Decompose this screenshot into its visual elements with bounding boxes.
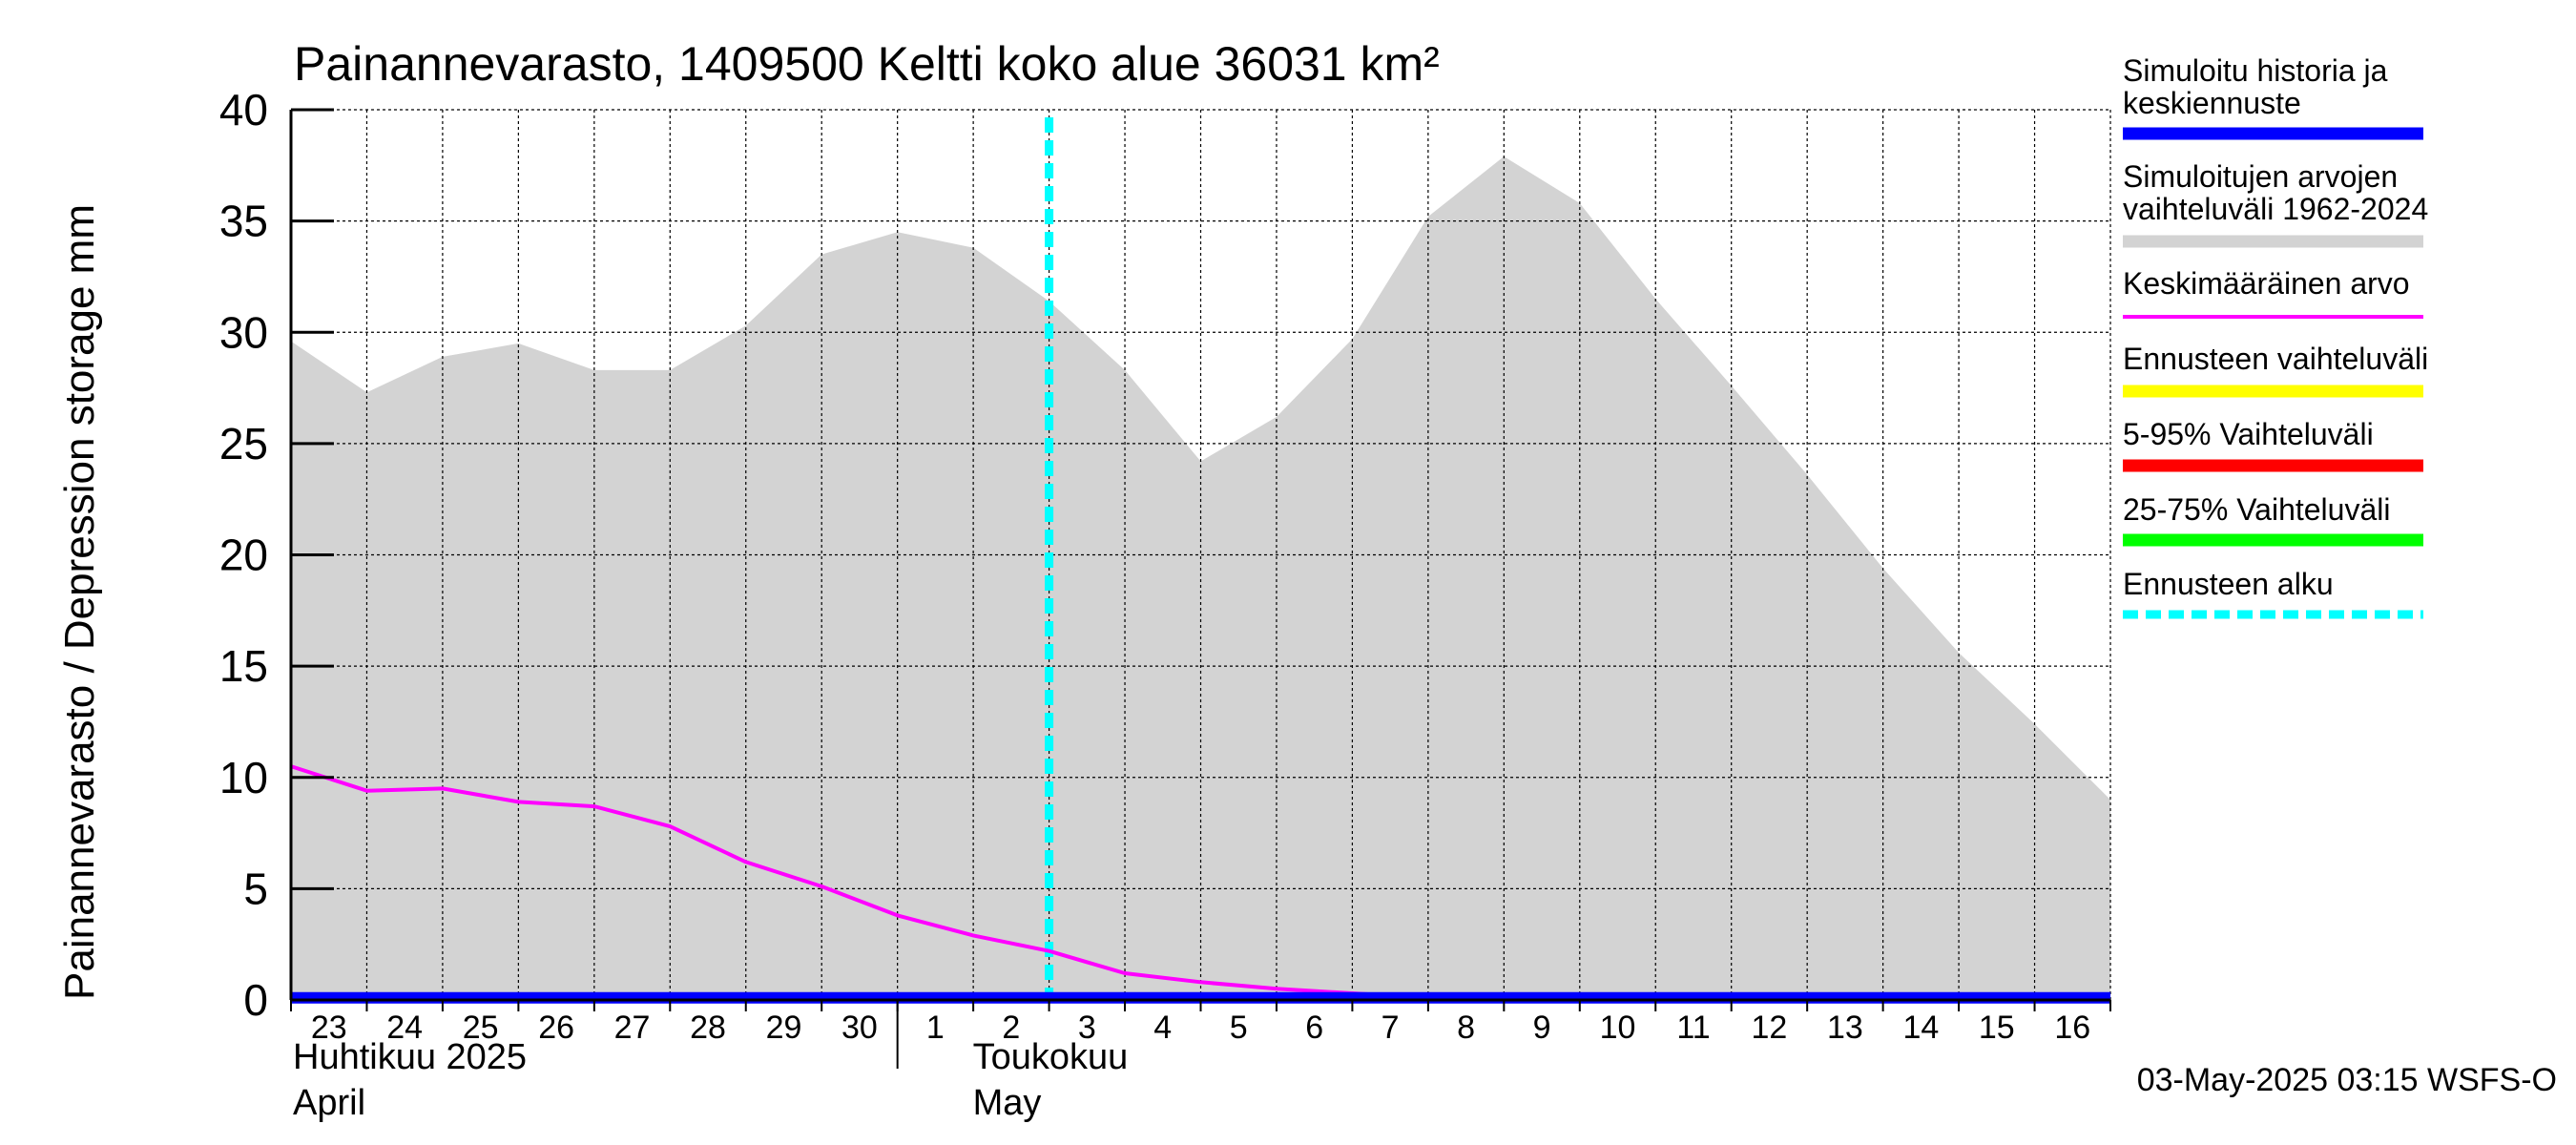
legend-label: Ennusteen vaihteluväli — [2123, 342, 2428, 376]
x-tick-label: 29 — [766, 1010, 802, 1046]
y-tick-label: 40 — [219, 85, 268, 135]
x-tick-label: 2 — [1002, 1010, 1020, 1046]
x-tick-label: 28 — [690, 1010, 726, 1046]
y-tick-label: 0 — [243, 975, 268, 1025]
y-tick-label: 30 — [219, 307, 268, 357]
legend-label: 25-75% Vaihteluväli — [2123, 492, 2390, 527]
x-tick-label: 1 — [926, 1010, 945, 1046]
x-tick-label: 15 — [1979, 1010, 2015, 1046]
x-tick-label: 24 — [386, 1010, 423, 1046]
x-tick-label: 13 — [1827, 1010, 1863, 1046]
x-tick-label: 30 — [841, 1010, 878, 1046]
x-tick-label: 11 — [1676, 1010, 1710, 1046]
y-tick-label: 10 — [219, 753, 268, 802]
x-tick-label: 4 — [1153, 1010, 1172, 1046]
y-tick-label: 35 — [219, 197, 268, 246]
y-axis-label: Painannevarasto / Depression storage mm — [56, 204, 103, 1000]
legend-label: Keskimääräinen arvo — [2123, 266, 2410, 301]
chart-title: Painannevarasto, 1409500 Keltti koko alu… — [294, 37, 1440, 91]
x-tick-label: 10 — [1600, 1010, 1636, 1046]
y-tick-label: 20 — [219, 531, 268, 580]
y-tick-label: 25 — [219, 419, 268, 468]
x-tick-label: 25 — [463, 1010, 499, 1046]
y-tick-label: 5 — [243, 864, 268, 913]
month-label-fi: Toukokuu — [973, 1037, 1129, 1077]
legend-label: 5-95% Vaihteluväli — [2123, 417, 2374, 451]
footer-timestamp: 03-May-2025 03:15 WSFS-O — [2137, 1062, 2557, 1098]
month-label-en: April — [293, 1083, 365, 1123]
x-tick-label: 14 — [1902, 1010, 1939, 1046]
legend-label: Simuloitu historia ja — [2123, 53, 2388, 88]
x-tick-label: 7 — [1381, 1010, 1400, 1046]
x-tick-label: 8 — [1457, 1010, 1475, 1046]
x-tick-label: 9 — [1533, 1010, 1551, 1046]
legend-label: Simuloitujen arvojen — [2123, 159, 2398, 194]
x-tick-label: 5 — [1230, 1010, 1248, 1046]
x-tick-label: 16 — [2054, 1010, 2090, 1046]
x-tick-label: 27 — [614, 1010, 651, 1046]
x-tick-label: 6 — [1305, 1010, 1323, 1046]
legend-label: Ennusteen alku — [2123, 567, 2334, 601]
x-tick-label: 12 — [1752, 1010, 1788, 1046]
legend-label: vaihteluväli 1962-2024 — [2123, 192, 2428, 226]
month-label-en: May — [973, 1083, 1042, 1123]
x-tick-label: 26 — [538, 1010, 574, 1046]
y-tick-label: 15 — [219, 641, 268, 691]
x-tick-label: 23 — [311, 1010, 347, 1046]
month-label-fi: Huhtikuu 2025 — [293, 1037, 527, 1077]
x-tick-label: 3 — [1078, 1010, 1096, 1046]
legend-label: keskiennuste — [2123, 86, 2301, 120]
